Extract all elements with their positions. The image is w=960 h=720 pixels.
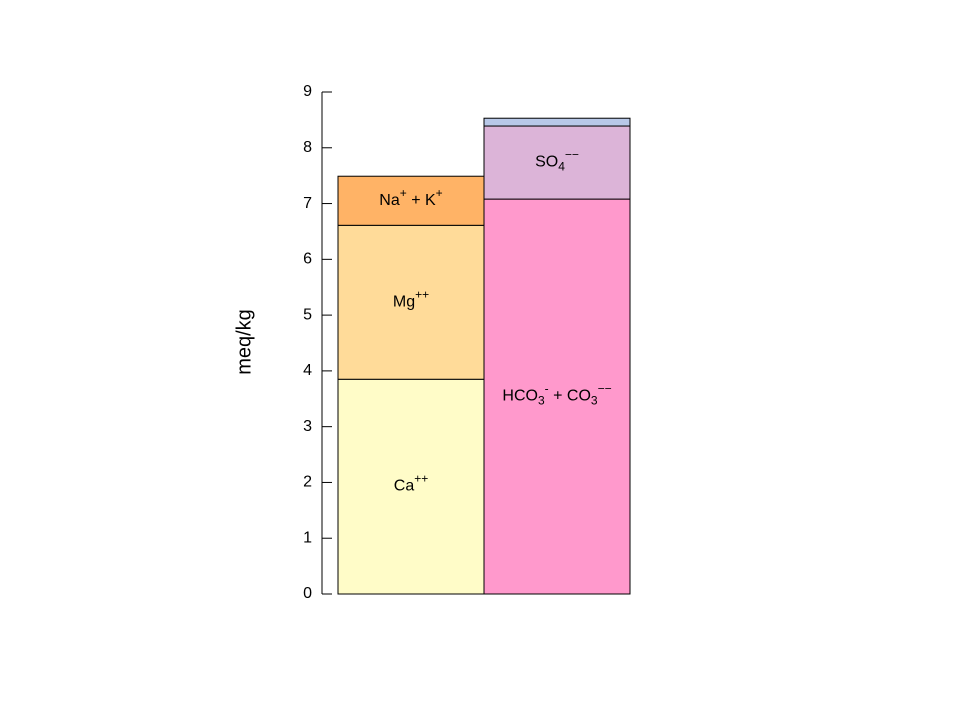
label-part: + — [436, 186, 443, 200]
segment-label: Ca++ — [394, 472, 428, 495]
y-tick-label: 8 — [303, 139, 312, 156]
label-part: + — [400, 186, 407, 200]
y-tick-label: 7 — [303, 195, 312, 212]
y-tick-label: 9 — [303, 83, 312, 100]
bar-segment — [337, 378, 485, 595]
y-tick-label: 1 — [303, 529, 312, 546]
y-tick-label: 0 — [303, 585, 312, 602]
bar-segment — [337, 175, 485, 226]
y-tick-label: 2 — [303, 474, 312, 491]
y-tick-label: 6 — [303, 251, 312, 268]
label-part: −− — [565, 148, 579, 162]
y-tick-label: 3 — [303, 418, 312, 435]
label-part: −− — [598, 382, 612, 396]
label-part: SO — [535, 154, 558, 171]
bar-segment — [483, 117, 631, 127]
label-part: HCO — [502, 388, 538, 405]
y-tick-label: 4 — [303, 362, 312, 379]
label-part: + CO — [549, 388, 591, 405]
label-part: 4 — [558, 160, 565, 174]
bar-segment — [337, 224, 485, 380]
label-part: - — [545, 382, 549, 396]
label-part: Ca — [394, 478, 415, 495]
label-part: ++ — [415, 287, 429, 301]
label-part: 3 — [538, 394, 545, 408]
y-tick-label: 5 — [303, 306, 312, 323]
segment-label: Na+ + K+ — [379, 186, 442, 209]
y-axis-label: meq/kg — [233, 309, 255, 375]
segment-label: Mg++ — [393, 287, 429, 310]
label-part: Na — [379, 192, 400, 209]
bar-segment — [483, 198, 631, 595]
label-part: ++ — [414, 472, 428, 486]
segment-label: HCO3- + CO3−− — [502, 382, 611, 408]
segment-label: SO4−− — [535, 148, 579, 174]
bar-segment — [483, 125, 631, 200]
label-part: Mg — [393, 294, 415, 311]
label-part: 3 — [591, 394, 598, 408]
label-part: + K — [407, 192, 436, 209]
